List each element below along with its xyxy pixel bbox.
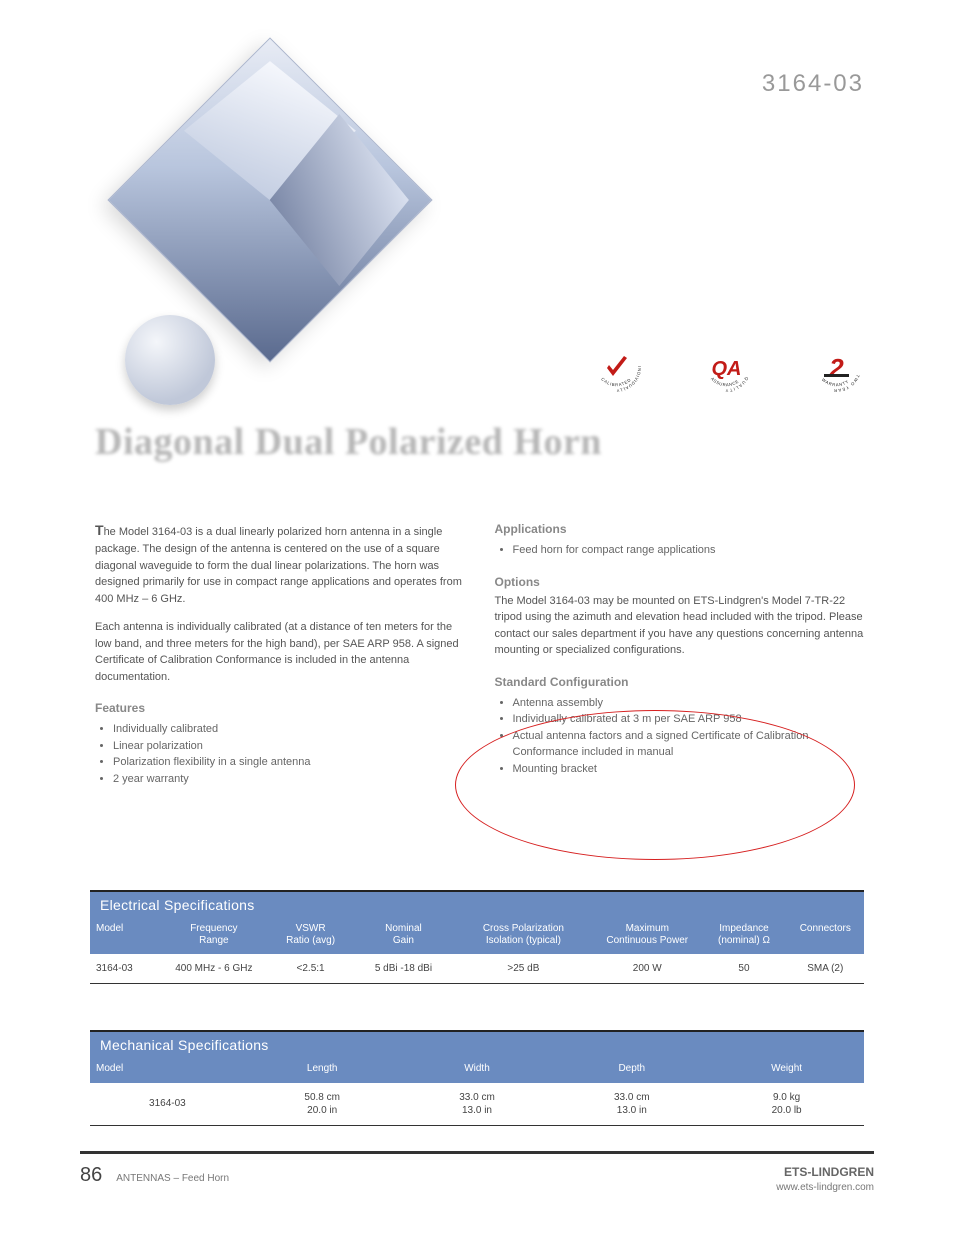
section-label: ANTENNAS – Feed Horn bbox=[116, 1173, 229, 1184]
list-item: Mounting bracket bbox=[513, 761, 865, 778]
applications-list: Feed horn for compact range applications bbox=[495, 542, 865, 559]
cell: 9.0 kg20.0 lb bbox=[709, 1083, 864, 1126]
footer-url: www.ets-lindgren.com bbox=[776, 1181, 874, 1195]
badge-individually-calibrated: INDIVIDUALLY CALIBRATED bbox=[589, 340, 644, 395]
svg-text:QA: QA bbox=[712, 358, 742, 380]
col-header: Width bbox=[400, 1058, 555, 1083]
col-header: FrequencyRange bbox=[160, 918, 268, 954]
cell: <2.5:1 bbox=[268, 954, 353, 984]
svg-text:2: 2 bbox=[828, 353, 844, 383]
lead-paragraph: The Model 3164-03 is a dual linearly pol… bbox=[95, 520, 465, 607]
table-row: 3164-03 50.8 cm20.0 in 33.0 cm13.0 in 33… bbox=[90, 1083, 864, 1126]
page-footer: 86 ANTENNAS – Feed Horn ETS-LINDGREN www… bbox=[80, 1151, 874, 1195]
badge-quality-assurance: QUALITY ASSURANCE QA bbox=[699, 340, 754, 395]
cell: 33.0 cm13.0 in bbox=[400, 1083, 555, 1126]
cell: >25 dB bbox=[454, 954, 593, 984]
standard-config-heading: Standard Configuration bbox=[495, 673, 865, 691]
body-columns: The Model 3164-03 is a dual linearly pol… bbox=[95, 520, 864, 787]
col-header: Depth bbox=[554, 1058, 709, 1083]
list-item: Individually calibrated bbox=[113, 721, 465, 738]
calibration-paragraph: Each antenna is individually calibrated … bbox=[95, 619, 465, 685]
col-header: NominalGain bbox=[353, 918, 454, 954]
left-column: The Model 3164-03 is a dual linearly pol… bbox=[95, 520, 465, 787]
options-heading: Options bbox=[495, 573, 865, 591]
badge-two-year-warranty: TWO YEAR WARRANTY 2 bbox=[809, 340, 864, 395]
list-item: Antenna assembly bbox=[513, 695, 865, 712]
features-list: Individually calibrated Linear polarizat… bbox=[95, 721, 465, 787]
col-header: Length bbox=[245, 1058, 400, 1083]
cell: 5 dBi -18 dBi bbox=[353, 954, 454, 984]
cell: 3164-03 bbox=[90, 1083, 245, 1126]
cell: 3164-03 bbox=[90, 954, 160, 984]
cell: SMA (2) bbox=[787, 954, 864, 984]
applications-heading: Applications bbox=[495, 520, 865, 538]
product-photo bbox=[115, 55, 415, 385]
list-item: Feed horn for compact range applications bbox=[513, 542, 865, 559]
cell: 50.8 cm20.0 in bbox=[245, 1083, 400, 1126]
options-paragraph: The Model 3164-03 may be mounted on ETS-… bbox=[495, 593, 865, 659]
page-number: 86 bbox=[80, 1164, 102, 1187]
col-header: Weight bbox=[709, 1058, 864, 1083]
col-header: Cross PolarizationIsolation (typical) bbox=[454, 918, 593, 954]
table-title: Mechanical Specifications bbox=[90, 1031, 864, 1058]
electrical-specs-table: Electrical Specifications Model Frequenc… bbox=[90, 890, 864, 984]
cell: 200 W bbox=[593, 954, 701, 984]
cell: 50 bbox=[701, 954, 786, 984]
list-item: Linear polarization bbox=[113, 738, 465, 755]
mechanical-specs-table: Mechanical Specifications Model Length W… bbox=[90, 1030, 864, 1126]
list-item: 2 year warranty bbox=[113, 771, 465, 788]
right-column: Applications Feed horn for compact range… bbox=[495, 520, 865, 787]
col-header: Connectors bbox=[787, 918, 864, 954]
col-header: MaximumContinuous Power bbox=[593, 918, 701, 954]
footer-brand: ETS-LINDGREN bbox=[776, 1164, 874, 1181]
photo-base-disc bbox=[125, 315, 215, 405]
table-row: 3164-03 400 MHz - 6 GHz <2.5:1 5 dBi -18… bbox=[90, 954, 864, 984]
list-item: Individually calibrated at 3 m per SAE A… bbox=[513, 711, 865, 728]
cell: 400 MHz - 6 GHz bbox=[160, 954, 268, 984]
badge-row: INDIVIDUALLY CALIBRATED QUALITY ASSURANC… bbox=[589, 340, 864, 395]
features-heading: Features bbox=[95, 699, 465, 717]
list-item: Polarization flexibility in a single ant… bbox=[113, 754, 465, 771]
col-header: Model bbox=[90, 1058, 245, 1083]
page-title: Diagonal Dual Polarized Horn bbox=[95, 420, 602, 464]
col-header: Model bbox=[90, 918, 160, 954]
col-header: Impedance(nominal) Ω bbox=[701, 918, 786, 954]
col-header: VSWRRatio (avg) bbox=[268, 918, 353, 954]
table-title: Electrical Specifications bbox=[90, 891, 864, 918]
cell: 33.0 cm13.0 in bbox=[554, 1083, 709, 1126]
standard-config-list: Antenna assembly Individually calibrated… bbox=[495, 695, 865, 778]
photo-horn-shape bbox=[107, 37, 432, 362]
model-code: 3164-03 bbox=[762, 70, 864, 98]
list-item: Actual antenna factors and a signed Cert… bbox=[513, 728, 865, 761]
